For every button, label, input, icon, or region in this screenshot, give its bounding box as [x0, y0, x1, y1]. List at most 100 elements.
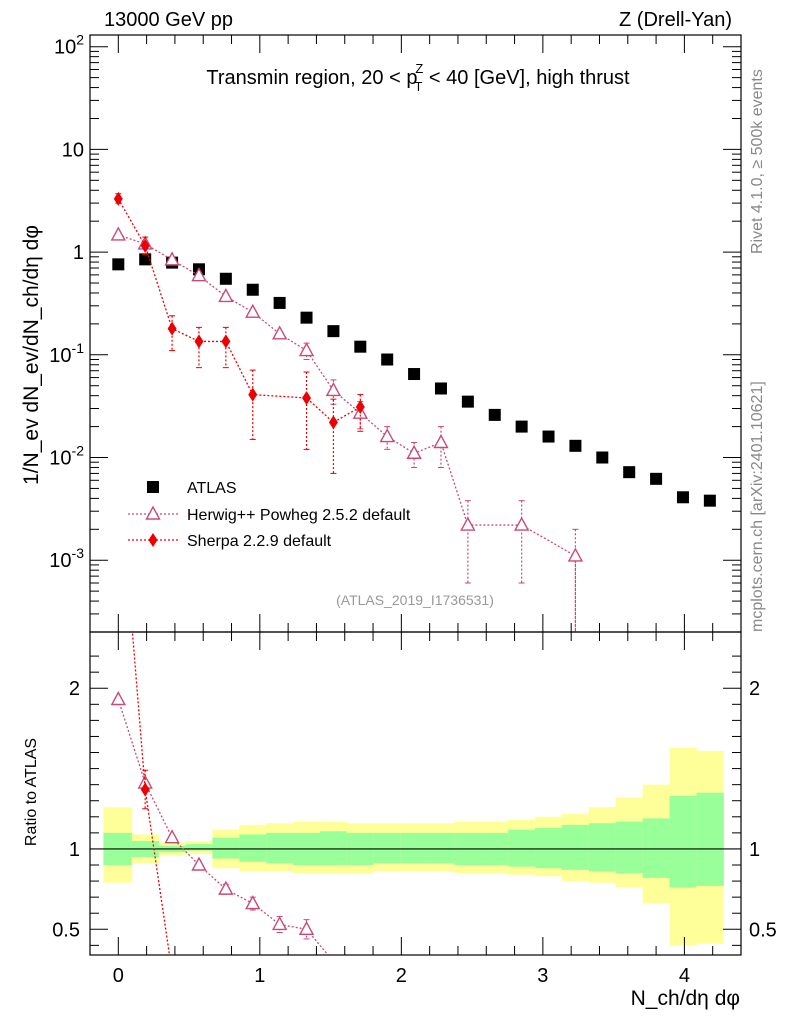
legend-label: Herwig++ Powheg 2.5.2 default: [187, 507, 411, 524]
data-point-diamond: [302, 390, 312, 405]
data-point-triangle: [271, 915, 288, 931]
process-label: Z (Drell-Yan): [619, 9, 732, 31]
y-tick-label: 10-1: [49, 340, 84, 367]
stat-uncertainty-band: [427, 832, 455, 864]
x-tick-label: 0: [113, 965, 124, 987]
ratio-plot-frame: [89, 631, 742, 956]
series-line: [118, 234, 576, 557]
data-point-diamond: [355, 400, 365, 415]
stat-uncertainty-band: [373, 832, 402, 864]
data-point-diamond: [140, 782, 150, 797]
data-point-diamond: [113, 191, 123, 206]
data-point-square: [354, 340, 367, 353]
x-tick-label: 1: [254, 965, 265, 987]
stat-uncertainty-band: [561, 824, 590, 870]
data-point-square: [408, 368, 421, 381]
stat-uncertainty-band: [535, 828, 563, 869]
data-point-triangle: [164, 829, 180, 844]
series-sherpa: [113, 191, 365, 474]
data-point-square: [488, 408, 501, 421]
data-point-triangle: [245, 895, 261, 910]
data-point-triangle: [406, 444, 422, 459]
series-atlas: [112, 253, 716, 507]
ratio-y-tick-label: 2: [69, 678, 80, 700]
data-point-diamond: [167, 321, 177, 336]
data-point-triangle: [218, 880, 234, 895]
data-point-diamond: [221, 334, 231, 349]
y-axis-label: 1/N_ev dN_ev/dN_ch/dη dφ: [20, 225, 43, 485]
data-point-triangle: [110, 691, 126, 706]
ratio-plot-panel: Ratio to ATLAS 0.5 0.5 1 1 2 2 0 1 2 3 4 N_ch/dη d…: [23, 631, 777, 1010]
data-point-triangle: [298, 342, 315, 357]
data-point-triangle: [245, 303, 261, 318]
mcplots-label: mcplots.cern.ch [arXiv:2401.10621]: [749, 381, 766, 632]
data-point-triangle: [271, 325, 288, 340]
data-point-square: [569, 439, 582, 452]
data-point-triangle: [513, 516, 530, 531]
legend: ATLAS Herwig++ Powheg 2.5.2 default Sherpa…: [128, 480, 411, 550]
data-point-triangle: [191, 267, 207, 282]
legend-label: Sherpa 2.2.9 default: [187, 533, 332, 550]
data-point-triangle: [110, 226, 126, 241]
data-point-square: [327, 325, 340, 338]
ratio-y-tick-label: 1: [749, 839, 760, 861]
x-tick-label: 3: [537, 965, 548, 987]
stat-uncertainty-band: [588, 823, 617, 872]
stat-uncertainty-band: [266, 832, 294, 864]
y-tick-label: 1: [73, 242, 84, 264]
data-point-triangle: [298, 920, 315, 935]
data-point-square: [139, 253, 152, 266]
stat-uncertainty-band: [642, 818, 671, 878]
stat-uncertainty-band: [696, 792, 724, 886]
stat-uncertainty-band: [508, 829, 536, 867]
data-point-diamond: [148, 533, 158, 547]
series-herwig: [110, 226, 584, 632]
x-axis-label: N_ch/dη dφ: [631, 987, 740, 1010]
x-tick-label: 2: [396, 965, 407, 987]
data-point-triangle: [325, 381, 342, 397]
data-point-triangle: [460, 516, 476, 531]
series-line: [117, 198, 361, 424]
data-point-triangle: [145, 505, 161, 520]
y-tick-label: 10-2: [49, 443, 84, 470]
main-plot-title: Transmin region, 20 < pTZ < 40 [GeV], hi…: [206, 61, 630, 94]
data-point-square: [246, 283, 259, 296]
data-point-square: [676, 491, 689, 504]
data-point-square: [703, 494, 716, 507]
data-point-square: [300, 311, 313, 324]
data-point-square: [273, 296, 286, 309]
reference-label: (ATLAS_2019_I1736531): [336, 592, 494, 608]
ratio-y-tick-label: 0.5: [52, 919, 80, 941]
data-point-diamond: [140, 238, 150, 253]
stat-uncertainty-band: [319, 831, 348, 866]
rivet-label: Rivet 4.1.0, ≥ 500k events: [749, 69, 766, 254]
data-point-square: [542, 430, 555, 443]
stat-uncertainty-band: [400, 832, 429, 864]
data-point-triangle: [164, 251, 180, 266]
stat-uncertainty-band: [212, 837, 240, 859]
ratio-series-sherpa: [131, 632, 171, 955]
data-point-square: [596, 451, 609, 464]
legend-label: ATLAS: [187, 480, 237, 497]
data-point-square: [650, 472, 663, 485]
data-point-square: [623, 466, 636, 479]
data-point-square: [147, 481, 159, 493]
data-point-diamond: [194, 334, 204, 349]
ratio-y-axis-label: Ratio to ATLAS: [23, 738, 40, 846]
data-point-triangle: [567, 547, 584, 562]
data-point-square: [381, 353, 394, 366]
data-point-square: [219, 272, 232, 285]
main-plot-panel: Transmin region, 20 < pTZ < 40 [GeV], hi…: [20, 32, 742, 633]
y-tick-label: 10-3: [49, 545, 84, 572]
data-point-square: [515, 420, 528, 433]
data-point-triangle: [191, 856, 207, 871]
data-point-triangle: [218, 287, 234, 303]
stat-uncertainty-band: [669, 795, 697, 888]
data-point-square: [461, 395, 474, 408]
data-point-diamond: [328, 415, 338, 430]
data-point-square: [434, 382, 447, 395]
ratio-y-tick-label: 0.5: [749, 919, 777, 941]
energy-label: 13000 GeV pp: [104, 9, 233, 31]
stat-uncertainty-band: [615, 821, 644, 874]
